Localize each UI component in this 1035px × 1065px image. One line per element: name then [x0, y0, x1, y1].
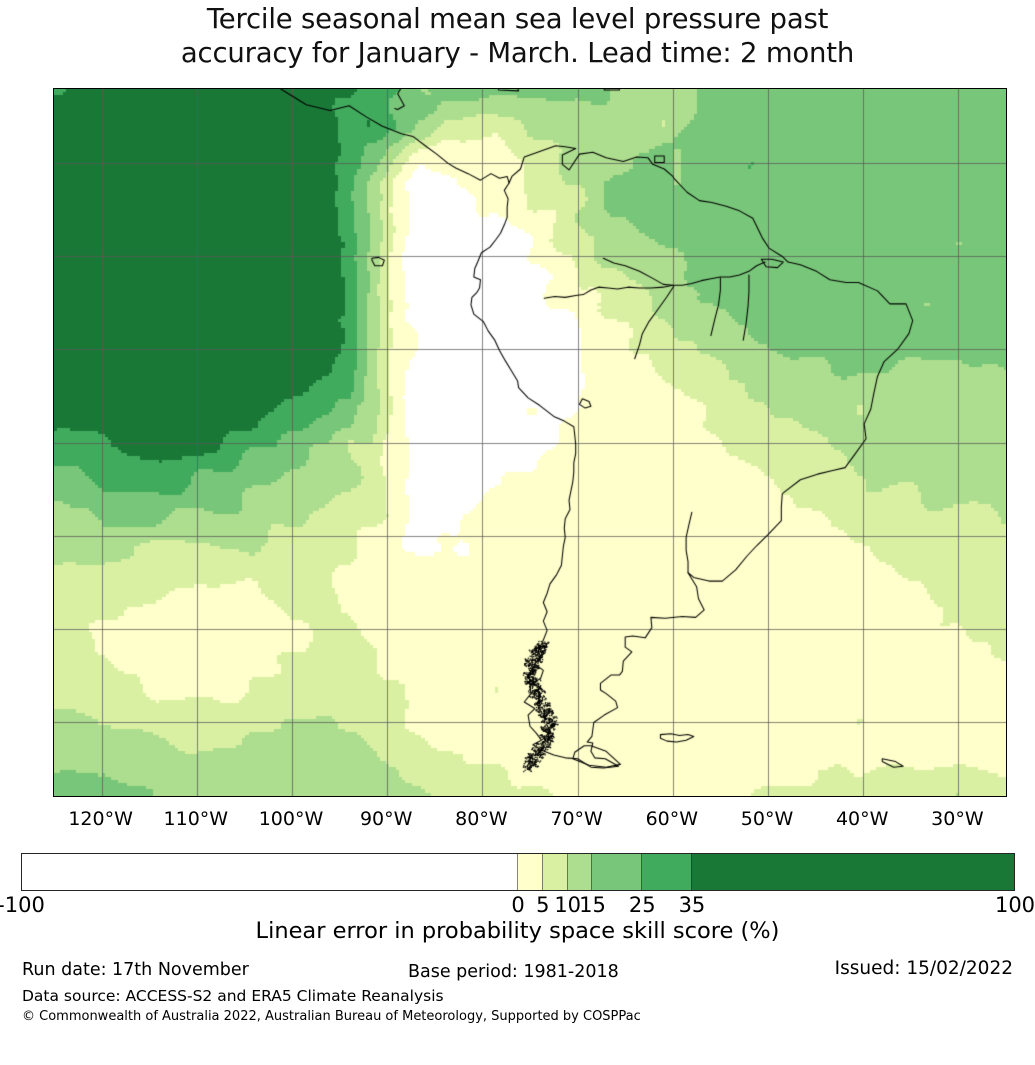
copyright-text: © Commonwealth of Australia 2022, Austra…	[22, 1009, 641, 1024]
footer: Run date: 17th November Base period: 198…	[0, 958, 1035, 1030]
skill-score-heatmap	[54, 89, 1006, 796]
longitude-tick-60W: 60°W	[645, 808, 699, 830]
page-title: Tercile seasonal mean sea level pressure…	[0, 2, 1035, 70]
colorbar-tick-100: 100	[994, 893, 1035, 917]
title-line-1: Tercile seasonal mean sea level pressure…	[206, 3, 829, 35]
colorbar-tick-neg100: -100	[0, 893, 45, 917]
longitude-tick-90W: 90°W	[359, 808, 413, 830]
issued-date-text: Issued: 15/02/2022	[834, 958, 1013, 979]
colorbar-tick-10: 10	[554, 893, 582, 917]
longitude-tick-110W: 110°W	[163, 808, 229, 830]
colorbar-tick-35: 35	[678, 893, 706, 917]
colorbar-tick-0: 0	[511, 893, 525, 917]
colorbar-segment-6	[640, 854, 692, 890]
colorbar-segment-2	[517, 854, 543, 890]
data-source-text: Data source: ACCESS-S2 and ERA5 Climate …	[22, 987, 444, 1005]
run-date-text: Run date: 17th November	[22, 960, 249, 980]
longitude-tick-50W: 50°W	[740, 808, 794, 830]
map-plot-area	[53, 88, 1007, 797]
colorbar-segment-7	[690, 854, 1014, 890]
longitude-tick-70W: 70°W	[550, 808, 603, 830]
colorbar-segment-1	[22, 854, 518, 890]
colorbar	[21, 853, 1015, 891]
colorbar-segment-3	[541, 854, 568, 890]
colorbar-label: Linear error in probability space skill …	[255, 918, 780, 944]
longitude-tick-120W: 120°W	[68, 808, 133, 830]
colorbar-tick-15: 15	[579, 893, 606, 917]
colorbar-segment-5	[591, 854, 642, 890]
colorbar-tick-25: 25	[628, 893, 656, 917]
colorbar-segment-4	[566, 854, 593, 890]
longitude-tick-30W: 30°W	[931, 808, 984, 830]
longitude-tick-100W: 100°W	[258, 808, 324, 830]
colorbar-tick-5: 5	[536, 893, 550, 917]
base-period-text: Base period: 1981-2018	[408, 962, 619, 982]
longitude-tick-80W: 80°W	[455, 808, 508, 830]
longitude-tick-40W: 40°W	[835, 808, 889, 830]
title-line-2: accuracy for January - March. Lead time:…	[180, 37, 855, 69]
colorbar-gradient	[21, 853, 1015, 891]
